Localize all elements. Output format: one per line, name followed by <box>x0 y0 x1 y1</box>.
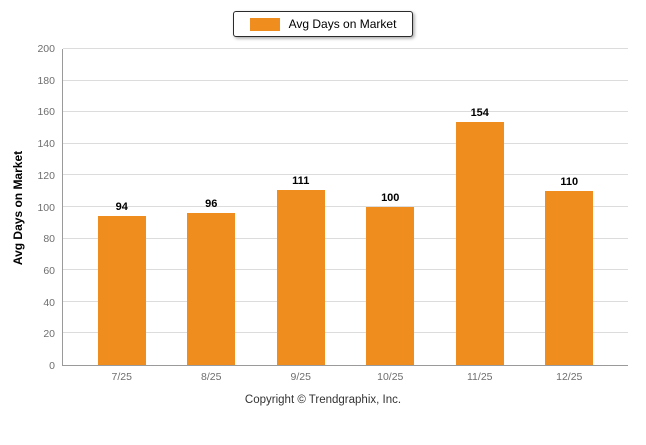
legend-label: Avg Days on Market <box>288 17 397 31</box>
y-tick-label: 200 <box>37 43 55 55</box>
bar-column: 94 7/25 <box>97 49 146 383</box>
gridline <box>63 111 628 113</box>
bar-value-label: 94 <box>115 201 128 214</box>
x-tick-label: 11/25 <box>467 371 493 383</box>
bar <box>455 121 504 365</box>
y-tick-label: 80 <box>43 233 55 246</box>
gridline <box>63 300 628 302</box>
bars: 94 7/25 96 8/25 111 9/25 100 10/25 154 11/25 110 12… <box>63 49 628 383</box>
y-tick-label: 180 <box>37 74 55 87</box>
bar-column: 110 12/25 <box>545 49 594 383</box>
gridline <box>63 48 628 49</box>
gridline <box>63 206 628 207</box>
chart: Avg Days on Market 0 20 40 60 80 100 120 140 160… <box>8 43 628 383</box>
x-tick-label: 10/25 <box>377 371 404 383</box>
bar-value-label: 154 <box>470 106 489 119</box>
bar <box>187 213 236 365</box>
y-tick-label: 20 <box>43 328 55 341</box>
legend-box: Avg Days on Market <box>232 11 414 37</box>
bar-column: 111 9/25 <box>276 49 325 383</box>
bar-column: 100 10/25 <box>366 49 415 383</box>
x-tick-label: 12/25 <box>556 371 583 383</box>
copyright-text: Copyright © Trendgraphix, Inc. <box>244 394 402 406</box>
y-axis-title: Avg Days on Market <box>8 49 28 366</box>
gridline <box>63 142 628 144</box>
gridline <box>63 79 628 81</box>
bar <box>366 207 415 365</box>
y-axis-title-text: Avg Days on Market <box>11 150 25 265</box>
page: { "footer": { "text": "Copyright © Trend… <box>0 11 646 445</box>
bar-column: 96 8/25 <box>187 49 236 383</box>
bar-value-label: 110 <box>560 176 579 189</box>
gridline <box>63 269 628 271</box>
gridline <box>63 237 628 239</box>
bar-column: 154 11/25 <box>455 49 504 383</box>
gridline <box>63 174 628 176</box>
bar <box>545 191 594 365</box>
plot-area: 94 7/25 96 8/25 111 9/25 100 10/25 154 11/25 110 12… <box>62 48 628 383</box>
bar <box>276 189 325 365</box>
x-tick-label: 7/25 <box>111 371 132 383</box>
y-tick-label: 60 <box>43 264 55 277</box>
y-tick-label: 0 <box>49 360 55 372</box>
y-tick-label: 40 <box>43 296 55 309</box>
bar-value-label: 96 <box>205 198 218 211</box>
y-axis-labels: 0 20 40 60 80 100 120 140 160 180 200 <box>28 43 62 372</box>
y-tick-label: 120 <box>37 169 55 182</box>
x-tick-label: 8/25 <box>201 371 222 383</box>
bar <box>97 216 146 365</box>
y-tick-label: 140 <box>37 138 55 151</box>
legend: Avg Days on Market <box>0 11 646 37</box>
y-tick-label: 160 <box>37 106 55 119</box>
x-tick-label: 9/25 <box>290 371 311 383</box>
bar-value-label: 100 <box>381 192 400 204</box>
gridline <box>63 332 628 334</box>
y-tick-label: 100 <box>37 201 55 214</box>
bar-value-label: 111 <box>292 174 310 187</box>
legend-swatch-icon <box>249 17 280 31</box>
